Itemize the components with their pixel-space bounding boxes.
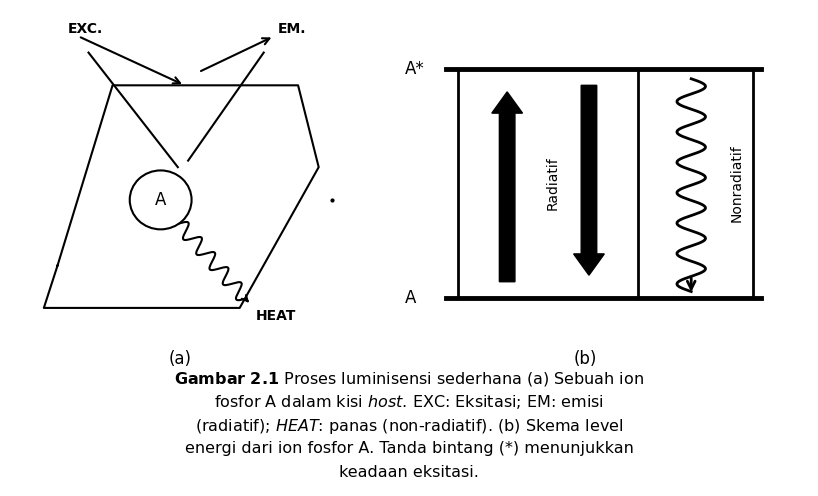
FancyArrow shape	[573, 85, 605, 275]
Text: Nonradiatif: Nonradiatif	[729, 145, 744, 222]
Circle shape	[130, 171, 191, 229]
Text: energi dari ion fosfor A. Tanda bintang (*) menunjukkan: energi dari ion fosfor A. Tanda bintang …	[185, 441, 633, 456]
Text: fosfor A dalam kisi $\mathit{host}$. EXC: Eksitasi; EM: emisi: fosfor A dalam kisi $\mathit{host}$. EXC…	[214, 393, 604, 411]
Text: EM.: EM.	[277, 22, 306, 36]
FancyArrow shape	[492, 92, 523, 282]
Text: keadaan eksitasi.: keadaan eksitasi.	[339, 465, 479, 480]
Text: A: A	[155, 191, 166, 209]
Text: HEAT: HEAT	[255, 310, 296, 323]
Text: (b): (b)	[573, 350, 596, 368]
Text: $\mathbf{Gambar\ 2.1}$ Proses luminisensi sederhana (a) Sebuah ion: $\mathbf{Gambar\ 2.1}$ Proses luminisens…	[174, 370, 644, 387]
Text: (a): (a)	[169, 350, 191, 368]
Text: A: A	[405, 289, 416, 307]
Text: A*: A*	[405, 60, 425, 78]
Text: EXC.: EXC.	[68, 22, 103, 36]
Text: Radiatif: Radiatif	[545, 157, 560, 210]
Text: (radiatif); $\mathit{HEAT}$: panas (non-radiatif). (b) Skema level: (radiatif); $\mathit{HEAT}$: panas (non-…	[195, 417, 623, 436]
